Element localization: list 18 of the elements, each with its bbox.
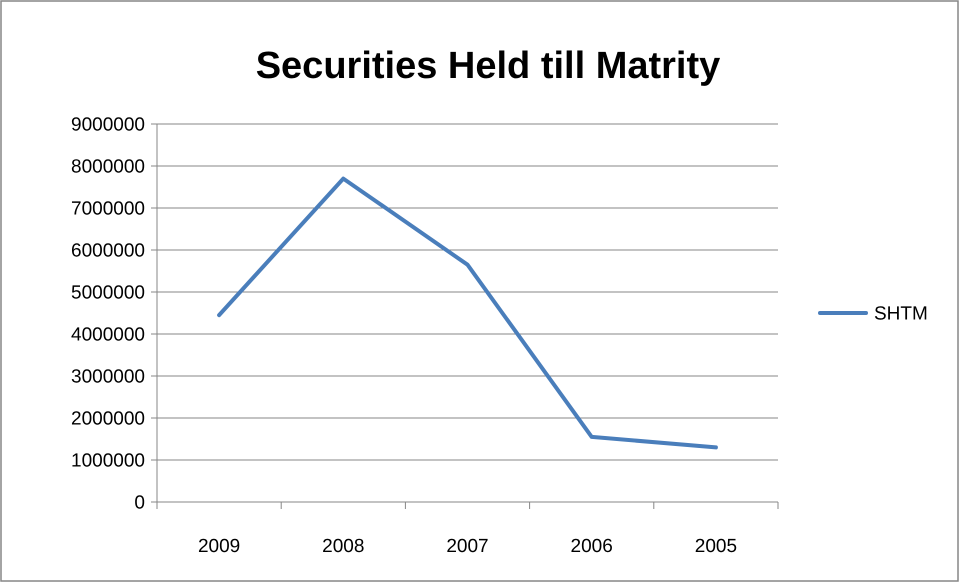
line-series <box>217 176 718 450</box>
y-tick-label: 8000000 <box>71 156 145 178</box>
y-tick-label: 9000000 <box>71 114 145 136</box>
y-tick-label: 6000000 <box>71 240 145 262</box>
x-tick-label: 2008 <box>322 536 364 557</box>
x-tick-label: 2007 <box>446 536 489 557</box>
y-tick-label: 5000000 <box>71 282 145 304</box>
y-tick-label: 3000000 <box>71 366 145 388</box>
y-tick-label: 1000000 <box>71 450 145 472</box>
legend-label: SHTM <box>874 304 928 325</box>
x-tick-label: 2006 <box>570 536 613 557</box>
y-tick-label: 4000000 <box>71 324 145 346</box>
y-tick-label: 0 <box>134 492 145 514</box>
y-tick-label: 2000000 <box>71 408 145 430</box>
y-tick-label: 7000000 <box>71 198 145 220</box>
x-tick-label: 2009 <box>198 536 240 557</box>
chart-title: Securities Held till Matrity <box>256 45 720 87</box>
x-tick-label: 2005 <box>694 536 738 557</box>
